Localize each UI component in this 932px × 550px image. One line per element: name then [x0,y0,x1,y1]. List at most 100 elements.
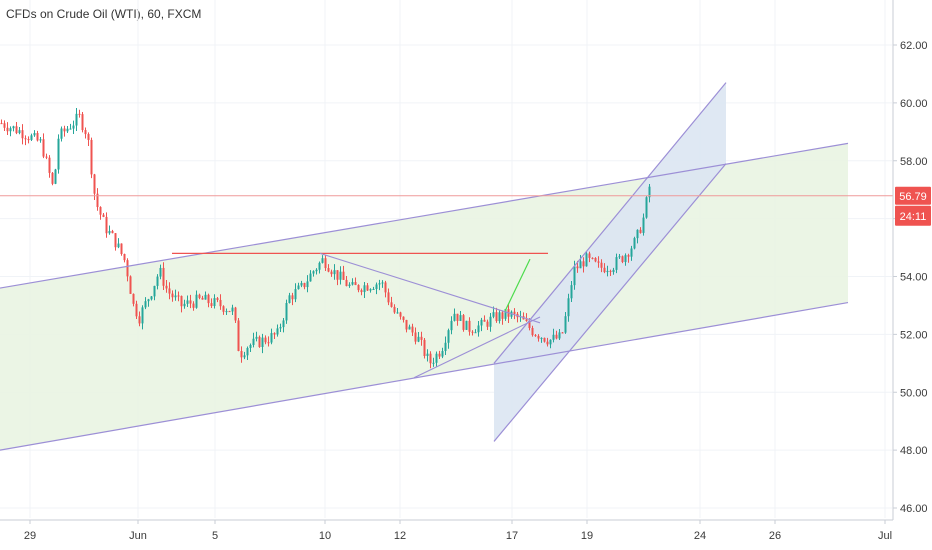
candle-body [333,270,336,275]
candle-body [108,231,111,234]
candle-body [159,267,162,277]
time-tick-label: 19 [581,530,593,542]
candle-body [381,282,384,284]
candle-body [60,128,63,139]
candle-body [36,133,39,141]
candle-body [96,193,99,208]
steep-channel-upper-line [493,82,727,364]
candle-body [321,258,324,263]
candle-body [249,344,252,348]
candle-body [279,327,282,329]
candle-body [372,288,375,290]
candle-body [582,261,585,267]
price-tick-label: 48.00 [900,445,928,457]
candle-body [486,321,489,327]
candle-body [423,339,426,356]
candle-body [6,127,9,132]
candle-body [606,270,609,273]
candle-body [420,336,423,340]
candle-body [501,312,504,319]
candle-body [282,320,285,328]
candle-body [18,130,21,134]
candle-body [207,294,210,304]
candle-body [552,334,555,340]
candle-body [39,139,42,141]
candle-body [90,139,93,175]
candle-body [390,302,393,307]
main-channel-upper-line [0,142,849,289]
time-tick-label: 10 [319,530,331,542]
steep-channel-fill [494,82,726,442]
candle-body [411,326,414,333]
candle-body [165,285,168,289]
candle-body [57,138,60,170]
candle-body [399,312,402,317]
candle-body [393,306,396,313]
candle-body [72,125,75,129]
candle-body [573,266,576,286]
time-tick-label: 5 [212,530,218,542]
drawings-lines[interactable] [0,82,893,451]
candle-body [414,332,417,342]
candle-body [594,258,597,262]
candle-body [213,298,216,307]
candle-body [402,316,405,320]
candle-body [615,257,618,270]
candle-body [342,271,345,280]
candle-body [513,311,516,314]
candle-body [120,243,123,255]
candle-body [330,271,333,275]
main-channel-lower-line [0,301,849,451]
price-tick-label: 50.00 [900,387,928,399]
candle-body [327,268,330,272]
candle-body [633,238,636,249]
candle-body [147,299,150,302]
candle-body [618,256,621,258]
candle-body [603,267,606,273]
candle-body [204,294,207,300]
candle-body [648,186,651,198]
candle-body [639,229,642,233]
candle-body [270,333,273,343]
triangle-lower-line [413,316,541,379]
candle-body [294,289,297,300]
candle-body [201,297,204,300]
candle-body [105,216,108,234]
candle-body [54,169,57,184]
price-tick-label: 54.00 [900,272,928,284]
candle-body [66,128,69,132]
candle-body [387,292,390,303]
candle-body [117,243,120,248]
price-axis[interactable]: 46.0048.0050.0052.0054.0056.0058.0060.00… [892,0,932,550]
candle-body [168,288,171,294]
candle-body [222,306,225,312]
candle-body [477,325,480,333]
candle-body [171,293,174,298]
time-axis[interactable]: 29 Jun 5 10 12 17 19 24 26 Jul [0,519,893,550]
candle-body [69,128,72,130]
candle-body [102,214,105,217]
candle-body [186,300,189,304]
candle-body [462,315,465,330]
candle-body [42,139,45,157]
price-badges: 56.79 24:11 [895,186,931,226]
candle-body [405,319,408,330]
countdown-badge [895,205,931,226]
candle-body [93,174,96,194]
candle-body [528,320,531,329]
candle-body [549,339,552,345]
last-price-badge [895,186,931,205]
time-tick-label: 26 [769,530,781,542]
candle-body [27,139,30,141]
candle-body [219,299,222,307]
time-tick-label: Jul [878,530,892,542]
candle-body [12,126,15,129]
candle-body [432,362,435,364]
candle-body [183,303,186,307]
candle-body [336,270,339,280]
candle-body [612,269,615,273]
candle-body [525,319,528,321]
candle-body [141,307,144,324]
candle-body [570,285,573,299]
